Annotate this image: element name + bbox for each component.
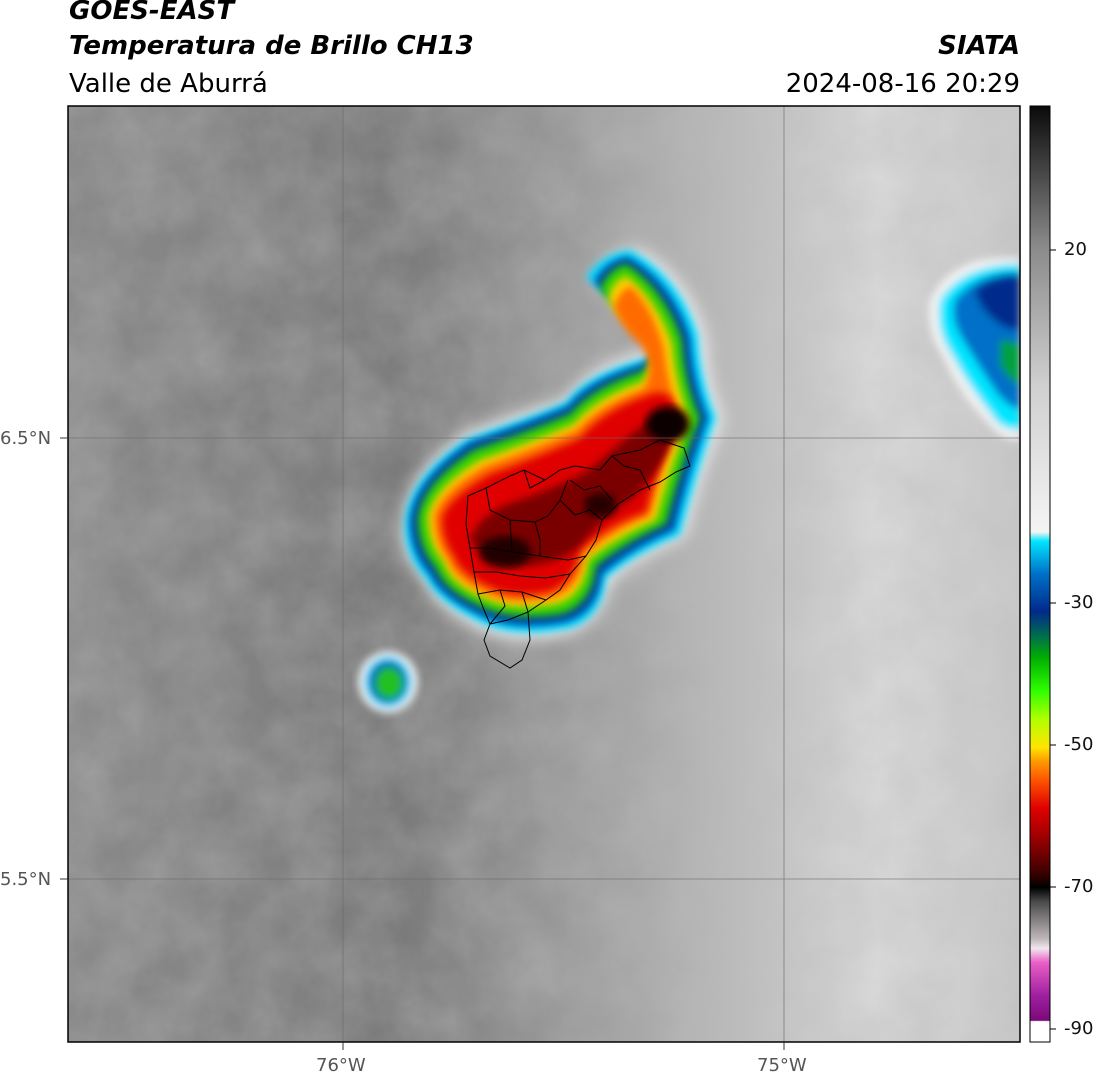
colorbar-ticks xyxy=(1050,249,1056,1030)
product-title: Temperatura de Brillo CH13 xyxy=(69,31,474,61)
lon-label-75w: 75°W xyxy=(757,1055,807,1076)
colorbar xyxy=(1030,106,1050,1042)
colorbar-label-neg90: -90 xyxy=(1064,1018,1094,1039)
agency-label: SIATA xyxy=(938,31,1020,61)
map-frame xyxy=(67,105,1021,1043)
lat-label-5-5: 5.5°N xyxy=(0,869,52,890)
east-cold-cloud xyxy=(929,258,1020,440)
small-convective-cell xyxy=(358,651,418,713)
lon-label-76w: 76°W xyxy=(316,1055,366,1076)
lat-label-6-5: 6.5°N xyxy=(0,428,52,449)
map-area xyxy=(68,106,1020,1042)
satellite-title: GOES-EAST xyxy=(69,0,235,26)
axis-ticks xyxy=(60,437,785,1050)
colorbar-label-neg30: -30 xyxy=(1064,592,1094,613)
main-convective-cell xyxy=(404,250,722,639)
colorbar-frame xyxy=(1029,105,1051,1043)
region-subtitle: Valle de Aburrá xyxy=(69,69,268,99)
datetime-label: 2024-08-16 20:29 xyxy=(785,69,1020,99)
graticule xyxy=(68,106,1020,1042)
colorbar-label-neg50: -50 xyxy=(1064,734,1094,755)
valle-de-aburra-boundaries xyxy=(465,439,691,669)
colorbar-label-neg70: -70 xyxy=(1064,876,1094,897)
colorbar-label-20: 20 xyxy=(1064,239,1087,260)
